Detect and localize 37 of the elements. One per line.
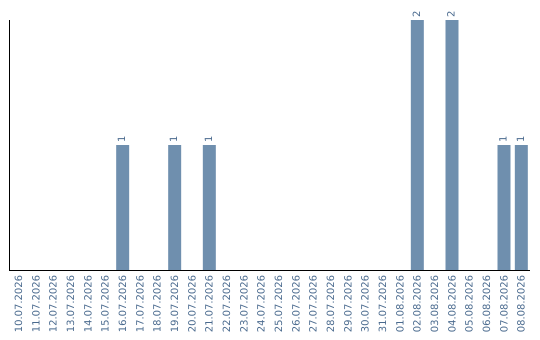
x-tick-label: 16.07.2026 bbox=[118, 275, 129, 332]
x-tick-label: 27.07.2026 bbox=[308, 275, 320, 332]
x-tick-label: 10.07.2026 bbox=[14, 275, 25, 332]
data-label: 2 bbox=[446, 10, 458, 17]
x-tick-label: 18.07.2026 bbox=[152, 275, 164, 332]
x-tick-label: 08.08.2026 bbox=[516, 275, 528, 332]
x-tick-label: 04.08.2026 bbox=[447, 275, 458, 332]
x-tick-label: 31.07.2026 bbox=[378, 275, 389, 332]
x-tick-label: 06.08.2026 bbox=[482, 275, 493, 332]
x-tick-label: 14.07.2026 bbox=[83, 275, 94, 332]
x-tick-label: 20.07.2026 bbox=[187, 275, 198, 332]
x-tick-label: 02.08.2026 bbox=[412, 275, 424, 332]
data-label: 1 bbox=[117, 136, 128, 142]
x-tick-label: 25.07.2026 bbox=[274, 275, 285, 332]
x-tick-label: 23.07.2026 bbox=[239, 275, 250, 332]
data-label: 2 bbox=[412, 10, 423, 17]
x-tick-label: 24.07.2026 bbox=[256, 275, 268, 332]
x-tick-label: 21.07.2026 bbox=[204, 275, 216, 332]
x-tick-label: 12.07.2026 bbox=[48, 275, 60, 332]
x-tick-label: 19.07.2026 bbox=[170, 275, 181, 332]
data-label: 1 bbox=[204, 136, 215, 142]
x-tick-label: 03.08.2026 bbox=[430, 275, 441, 332]
x-tick-label: 22.07.2026 bbox=[222, 275, 233, 332]
x-tick-label: 26.07.2026 bbox=[291, 275, 302, 332]
x-tick-label: 07.08.2026 bbox=[499, 275, 510, 332]
data-label: 1 bbox=[516, 136, 527, 142]
x-tick-label: 15.07.2026 bbox=[100, 275, 112, 332]
x-tick-label: 11.07.2026 bbox=[31, 275, 42, 332]
x-tick-label: 01.08.2026 bbox=[395, 275, 406, 332]
data-label: 1 bbox=[169, 136, 180, 142]
x-tick-label: 28.07.2026 bbox=[326, 275, 337, 332]
x-tick-label: 13.07.2026 bbox=[66, 275, 77, 332]
x-tick-label: 17.07.2026 bbox=[135, 275, 146, 332]
x-tick-label: 05.08.2026 bbox=[464, 275, 476, 332]
x-tick-label: 29.07.2026 bbox=[343, 275, 354, 332]
x-tick-label: 30.07.2026 bbox=[360, 275, 372, 332]
data-label: 1 bbox=[498, 136, 510, 142]
